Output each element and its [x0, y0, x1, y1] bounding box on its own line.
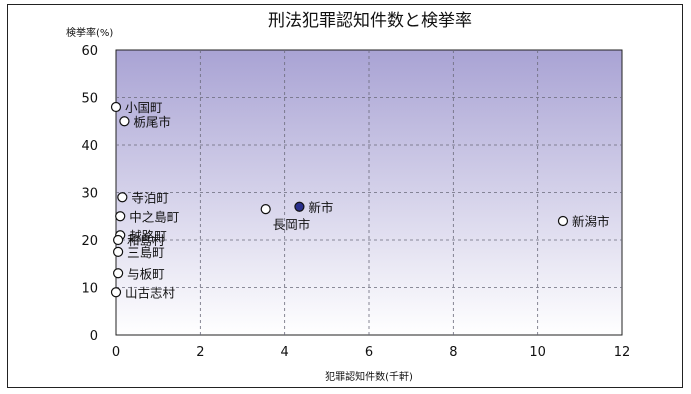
point-label: 与板町 — [127, 266, 165, 281]
data-point — [113, 246, 124, 257]
x-tick-label: 10 — [529, 345, 546, 360]
data-point — [113, 268, 124, 279]
point-label: 寺泊町 — [131, 190, 169, 205]
data-point — [294, 201, 305, 212]
point-label: 和島村 — [127, 233, 165, 248]
y-tick-label: 60 — [81, 44, 98, 59]
y-tick-label: 20 — [81, 234, 98, 249]
point-label: 三島町 — [127, 245, 165, 260]
data-point — [119, 116, 130, 127]
point-label: 新市 — [308, 200, 333, 215]
x-tick-label: 12 — [614, 345, 631, 360]
point-label: 山古志村 — [125, 285, 176, 300]
data-point — [110, 287, 122, 298]
data-point — [117, 192, 128, 203]
grid-lines — [116, 50, 622, 335]
y-tick-label: 10 — [81, 282, 98, 297]
point-label: 中之島町 — [129, 209, 179, 224]
y-tick-label: 40 — [81, 139, 98, 154]
chart-title: 刑法犯罪認知件数と検挙率 — [268, 11, 472, 31]
x-axis-label: 犯罪認知件数(千軒) — [325, 370, 413, 383]
y-tick-label: 0 — [90, 329, 98, 344]
x-tick-label: 2 — [196, 345, 204, 360]
point-label: 小国町 — [125, 100, 163, 115]
y-axis-label: 検挙率(%) — [66, 26, 113, 39]
point-label: 長岡市 — [273, 217, 311, 232]
x-tick-label: 4 — [281, 345, 289, 360]
x-tick-label: 8 — [449, 345, 457, 360]
data-point — [113, 234, 124, 246]
x-tick-label: 6 — [365, 345, 373, 360]
data-point — [115, 211, 126, 222]
point-label: 新潟市 — [572, 214, 610, 229]
point-label: 栃尾市 — [133, 114, 171, 129]
x-tick-label: 0 — [112, 345, 120, 360]
data-point — [110, 101, 122, 113]
axis-ticks: 0 2 4 6 8 10 12 0 10 20 30 40 50 60 — [81, 44, 630, 360]
y-tick-label: 50 — [81, 92, 98, 107]
point-label: 越路町 — [129, 228, 167, 243]
data-point — [260, 204, 271, 215]
data-point — [557, 215, 569, 227]
y-tick-label: 30 — [81, 187, 98, 202]
